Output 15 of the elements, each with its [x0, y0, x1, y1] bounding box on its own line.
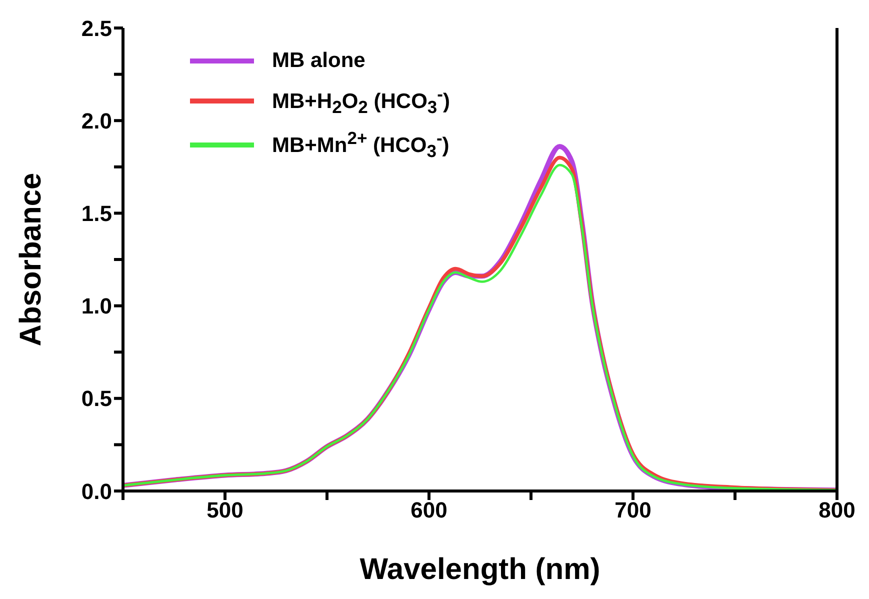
x-tick-label: 700 [614, 498, 652, 523]
legend-label: MB+Mn$^{2+}$ (HCO$_{3}$$^{-}$) [272, 128, 450, 162]
y-tick-label: 0.0 [81, 478, 112, 504]
x-tick-label: 800 [818, 498, 856, 523]
y-axis-title: Absorbance [14, 172, 48, 346]
x-tick-label: 600 [410, 498, 448, 523]
legend-label: MB alone [272, 49, 366, 73]
y-tick-label: 0.5 [81, 386, 112, 412]
y-tick-label: 1.5 [81, 201, 112, 226]
x-tick-label: 500 [206, 498, 244, 523]
legend-label: MB+H$_{2}$O$_{2}$ (HCO$_{3}$$^{-}$) [272, 84, 450, 118]
x-axis-title: Wavelength (nm) [360, 553, 600, 586]
y-tick-label: 1.0 [81, 294, 112, 319]
y-tick-label: 2.0 [81, 108, 112, 134]
y-tick-label: 2.5 [81, 16, 112, 41]
